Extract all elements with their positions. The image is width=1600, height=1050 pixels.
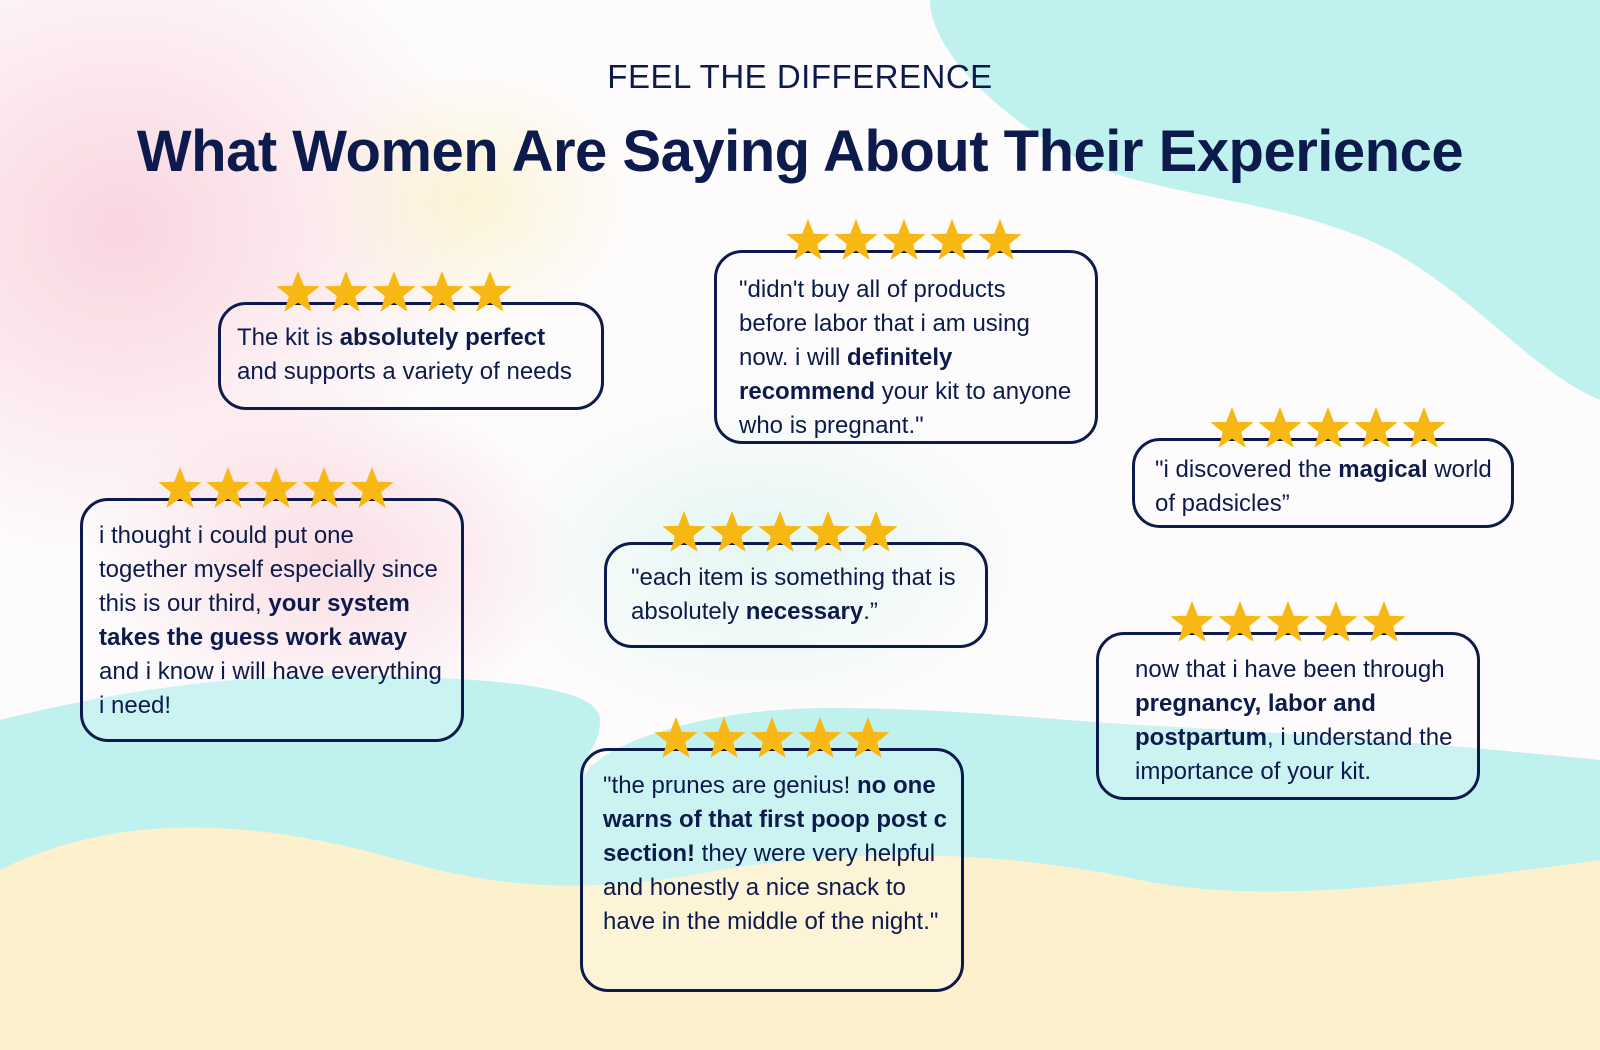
star-rating [653, 715, 891, 765]
star-icon [750, 716, 794, 758]
star-icon [468, 270, 512, 312]
review-highlight: no one warns of that first poop post c s… [603, 772, 948, 868]
review-card: i thought i could put one together mysel… [80, 466, 464, 742]
review-text-segment: The kit is [237, 324, 340, 351]
review-highlight: definitely recommend [739, 344, 953, 406]
star-icon [846, 716, 890, 758]
review-text-segment: "i discovered the [1155, 456, 1339, 483]
star-icon [1306, 406, 1350, 448]
review-text-segment: , i understand the importance of your ki… [1135, 724, 1453, 786]
star-icon [1218, 600, 1262, 642]
star-icon [930, 218, 974, 260]
star-icon [324, 270, 368, 312]
review-card: "the prunes are genius! no one warns of … [580, 716, 964, 992]
review-text-segment: and supports a variety of needs [237, 358, 572, 386]
review-text: The kit is absolutely perfect and suppor… [237, 321, 587, 389]
review-highlight: absolutely perfect [339, 324, 546, 351]
review-text-segment: i thought i could put one together mysel… [99, 522, 438, 618]
page-title: What Women Are Saying About Their Experi… [136, 119, 1464, 184]
star-icon [654, 716, 698, 758]
star-icon [206, 466, 250, 508]
star-icon [254, 466, 298, 508]
review-card: "i discovered the magical world of padsi… [1132, 406, 1514, 528]
review-text: "didn't buy all of products before labor… [739, 273, 1077, 443]
star-rating [157, 465, 395, 515]
review-text: "i discovered the magical world of padsi… [1155, 453, 1501, 521]
sand-wave [0, 827, 1600, 1050]
section-kicker: FEEL THE DIFFERENCE [607, 58, 993, 95]
star-icon [702, 716, 746, 758]
star-icon [1266, 600, 1310, 642]
star-icon [1402, 406, 1446, 448]
star-icon [276, 270, 320, 312]
star-icon [1354, 406, 1398, 448]
review-card: The kit is absolutely perfect and suppor… [218, 270, 604, 410]
review-highlight: magical [1338, 456, 1428, 483]
star-icon [1362, 600, 1406, 642]
review-text: "the prunes are genius! no one warns of … [603, 769, 947, 939]
review-text-segment: "didn't buy all of products before labor… [739, 276, 1030, 372]
review-text-segment: and i know i will have everything i need… [99, 658, 442, 720]
star-icon [786, 218, 830, 260]
review-text-segment: "each item is something that is absolute… [631, 564, 956, 626]
star-icon [710, 510, 754, 552]
star-rating [275, 269, 513, 319]
star-icon [158, 466, 202, 508]
star-icon [662, 510, 706, 552]
star-icon [1210, 406, 1254, 448]
review-text: "each item is something that is absolute… [631, 561, 971, 629]
star-icon [978, 218, 1022, 260]
review-text-segment: "the prunes are genius! [603, 772, 858, 799]
review-text-segment: they were very helpful and honestly a ni… [603, 840, 939, 936]
review-highlight: your system takes the guess work away [99, 590, 410, 652]
star-icon [302, 466, 346, 508]
review-card: now that i have been through pregnancy, … [1096, 600, 1480, 800]
star-rating [785, 217, 1023, 267]
star-icon [758, 510, 802, 552]
review-text-segment: world of padsicles” [1155, 456, 1492, 518]
review-card: "each item is something that is absolute… [604, 510, 988, 648]
star-icon [798, 716, 842, 758]
review-text-segment: your kit to anyone who is pregnant." [739, 378, 1072, 440]
star-icon [854, 510, 898, 552]
review-text: now that i have been through pregnancy, … [1135, 653, 1463, 789]
star-icon [882, 218, 926, 260]
star-rating [661, 509, 899, 559]
star-icon [1258, 406, 1302, 448]
star-rating [1209, 405, 1447, 455]
star-icon [834, 218, 878, 260]
review-text-segment: .” [863, 598, 878, 626]
mint-blob-top-right [930, 0, 1600, 400]
star-icon [350, 466, 394, 508]
star-icon [806, 510, 850, 552]
star-icon [1170, 600, 1214, 642]
star-icon [1314, 600, 1358, 642]
review-highlight: pregnancy, labor and postpartum [1135, 690, 1376, 752]
star-icon [420, 270, 464, 312]
review-text: i thought i could put one together mysel… [99, 519, 447, 723]
star-icon [372, 270, 416, 312]
star-rating [1169, 599, 1407, 649]
review-text-segment: now that i have been through [1135, 656, 1445, 683]
review-card: "didn't buy all of products before labor… [714, 218, 1098, 444]
review-highlight: necessary [745, 598, 864, 626]
